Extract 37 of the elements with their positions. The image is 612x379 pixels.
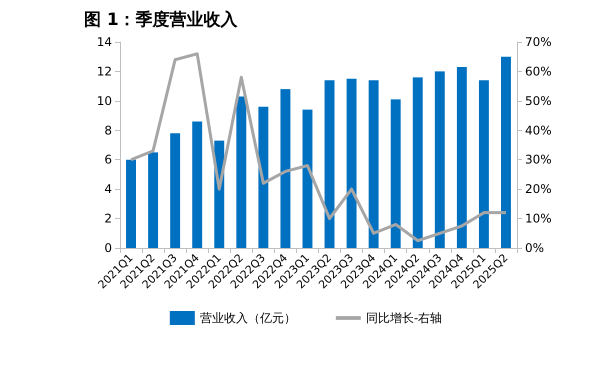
bar — [501, 56, 511, 248]
y2-tick-label: 60% — [525, 64, 552, 78]
y-tick-label: 8 — [104, 123, 112, 138]
bar — [324, 80, 334, 248]
bar — [368, 80, 379, 248]
bar — [456, 67, 467, 248]
bar — [280, 89, 290, 248]
bar — [346, 78, 357, 248]
bar — [390, 99, 401, 248]
bar — [236, 96, 246, 248]
y-tick-label: 10 — [96, 94, 112, 108]
y2-tick-label: 10% — [525, 212, 552, 226]
legend-label: 营业收入（亿元） — [200, 311, 296, 325]
bar — [148, 152, 158, 248]
bar — [126, 160, 136, 248]
legend-label: 同比增长-右轴 — [366, 311, 442, 325]
y-tick-label: 6 — [104, 152, 112, 167]
y2-tick-label: 40% — [525, 123, 552, 138]
bar — [192, 121, 202, 248]
bar — [434, 71, 445, 248]
chart-title: 图 1：季度营业收入 — [84, 9, 238, 31]
y2-tick-label: 0% — [525, 241, 544, 255]
y-tick-label: 0 — [104, 241, 112, 255]
y2-tick-label: 20% — [525, 182, 552, 196]
y-tick-label: 2 — [104, 212, 112, 226]
y2-tick-label: 30% — [525, 152, 552, 167]
y-tick-label: 12 — [96, 64, 112, 78]
y2-tick-label: 50% — [525, 94, 552, 108]
y-tick-label: 4 — [104, 182, 112, 196]
y-tick-label: 14 — [96, 35, 112, 49]
line-series — [130, 52, 508, 242]
y2-tick-label: 70% — [525, 35, 552, 49]
bar — [302, 110, 312, 248]
bar — [258, 106, 268, 248]
bar — [478, 80, 489, 248]
bar — [170, 133, 180, 248]
bar — [412, 77, 423, 248]
